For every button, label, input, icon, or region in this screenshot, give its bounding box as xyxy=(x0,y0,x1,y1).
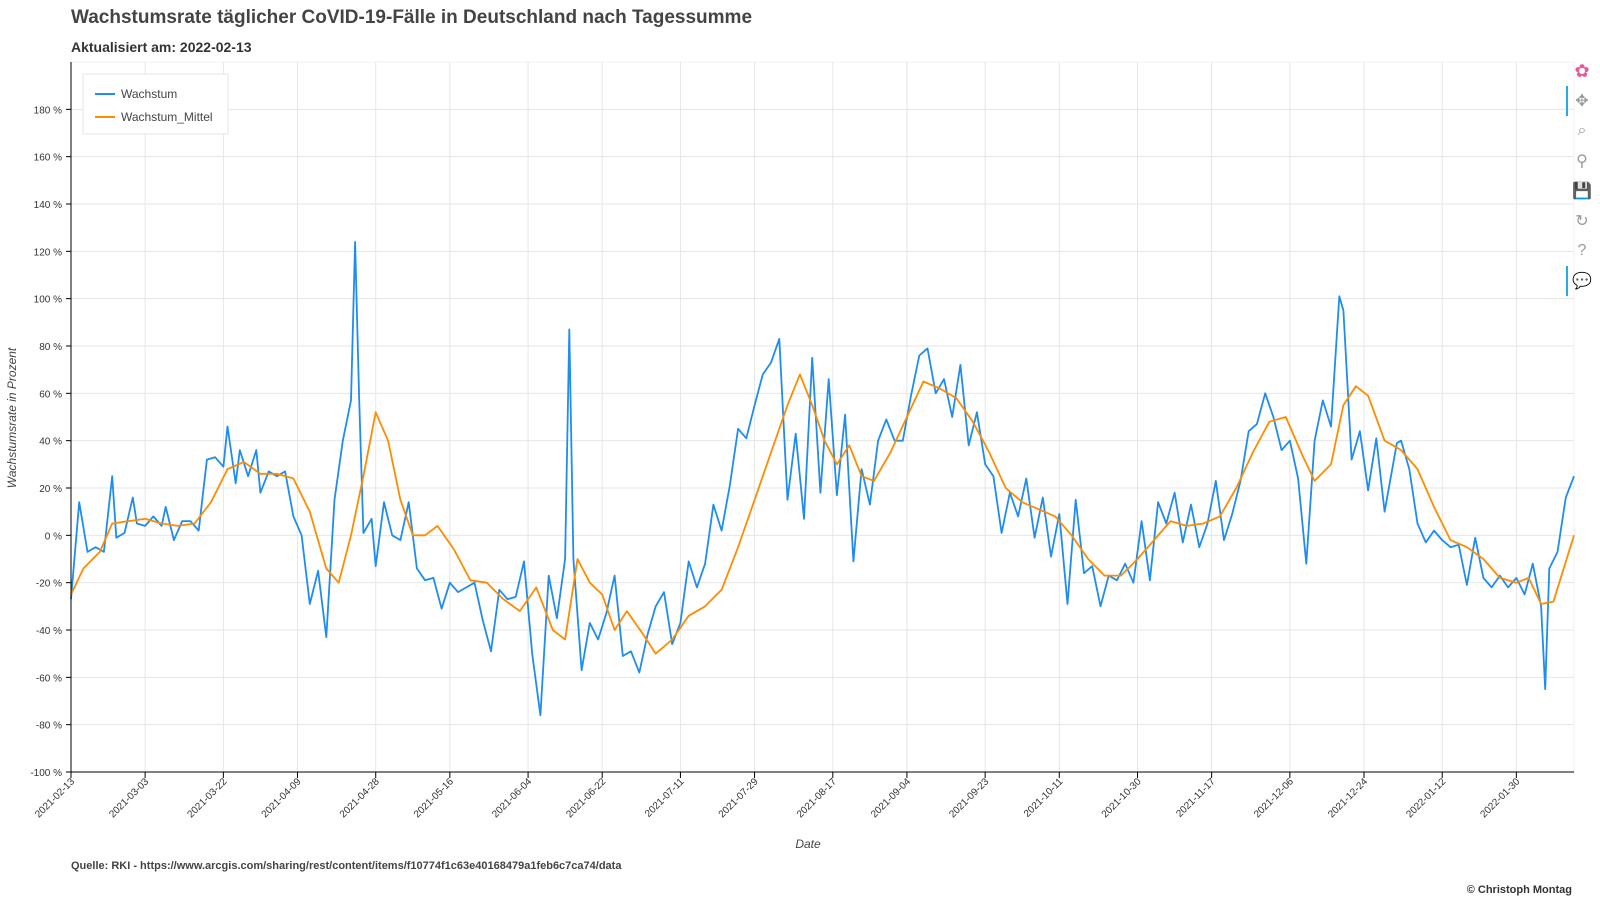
series-line-wachstum[interactable] xyxy=(70,240,1575,717)
x-tick-label: 2021-07-11 xyxy=(643,776,687,820)
data-source: Quelle: RKI - https://www.arcgis.com/sha… xyxy=(71,860,622,872)
reset-tool-icon[interactable]: ↻ xyxy=(1575,213,1589,230)
x-tick-label: 2022-01-30 xyxy=(1479,776,1523,820)
y-tick-label: -80 % xyxy=(36,721,62,732)
bokeh-logo-icon[interactable]: ✿ xyxy=(1574,60,1590,81)
y-tick-label: 40 % xyxy=(39,437,62,448)
wheel-zoom-tool-icon[interactable]: ⚲ xyxy=(1576,153,1588,170)
y-tick-label: 180 % xyxy=(34,105,62,116)
x-tick-label: 2021-10-11 xyxy=(1022,776,1066,820)
x-tick-label: 2021-03-03 xyxy=(107,776,151,820)
box-zoom-tool-icon[interactable]: ⌕ xyxy=(1577,122,1587,139)
y-tick-label: -100 % xyxy=(30,768,62,779)
x-axis-label: Date xyxy=(795,837,821,851)
x-tick-label: 2021-02-13 xyxy=(33,776,77,820)
pan-tool-icon[interactable]: ✥ xyxy=(1566,86,1593,116)
y-tick-label: 0 % xyxy=(45,531,62,542)
x-tick-label: 2021-09-04 xyxy=(869,776,913,820)
x-tick-label: 2021-03-22 xyxy=(186,776,230,820)
y-tick-label: 160 % xyxy=(34,153,62,164)
x-tick-label: 2021-06-04 xyxy=(490,776,534,820)
copyright: © Christoph Montag xyxy=(1466,884,1572,896)
y-tick-label: -20 % xyxy=(36,579,62,590)
x-tick-label: 2022-01-12 xyxy=(1404,776,1448,820)
chart-subtitle: Aktualisiert am: 2022-02-13 xyxy=(71,39,252,55)
x-tick-label: 2021-05-16 xyxy=(412,776,456,820)
x-tick-label: 2021-08-17 xyxy=(795,776,839,820)
series-line-wachstum-mittel[interactable] xyxy=(70,373,1575,655)
series-layer xyxy=(70,240,1575,717)
x-tick-label: 2021-07-29 xyxy=(717,776,761,820)
chart-title: Wachstumsrate täglicher CoVID-19-Fälle i… xyxy=(71,7,753,28)
y-axis-label: Wachstumsrate in Prozent xyxy=(5,347,19,488)
y-tick-label: 100 % xyxy=(34,295,62,306)
x-tick-label: 2021-12-24 xyxy=(1326,776,1370,820)
help-tool-icon[interactable]: ? xyxy=(1577,242,1587,259)
y-tick-label: 60 % xyxy=(39,389,62,400)
legend-label[interactable]: Wachstum xyxy=(121,87,177,101)
x-tick-label: 2021-04-09 xyxy=(260,776,304,820)
legend-label[interactable]: Wachstum_Mittel xyxy=(121,110,213,124)
y-tick-label: 80 % xyxy=(39,342,62,353)
x-tick-label: 2021-11-17 xyxy=(1174,776,1218,820)
legend-box xyxy=(82,73,229,135)
x-tick-label: 2021-10-30 xyxy=(1100,776,1144,820)
y-tick-label: 140 % xyxy=(34,200,62,211)
x-tick-label: 2021-04-28 xyxy=(338,776,382,820)
y-tick-label: -60 % xyxy=(36,673,62,684)
x-tick-label: 2021-06-22 xyxy=(564,776,608,820)
x-tick-label: 2021-12-06 xyxy=(1252,776,1296,820)
y-tick-label: 20 % xyxy=(39,484,62,495)
y-tick-label: -40 % xyxy=(36,626,62,637)
save-tool-icon[interactable]: 💾 xyxy=(1572,183,1592,200)
x-tick-label: 2021-09-23 xyxy=(947,776,991,820)
y-tick-label: 120 % xyxy=(34,247,62,258)
toolbar: ✿ ✥ ⌕ ⚲ 💾 ↻? 💬 xyxy=(1566,60,1596,300)
hover-tool-icon[interactable]: 💬 xyxy=(1566,266,1593,296)
legend: Wachstum Wachstum_Mittel xyxy=(82,73,229,135)
